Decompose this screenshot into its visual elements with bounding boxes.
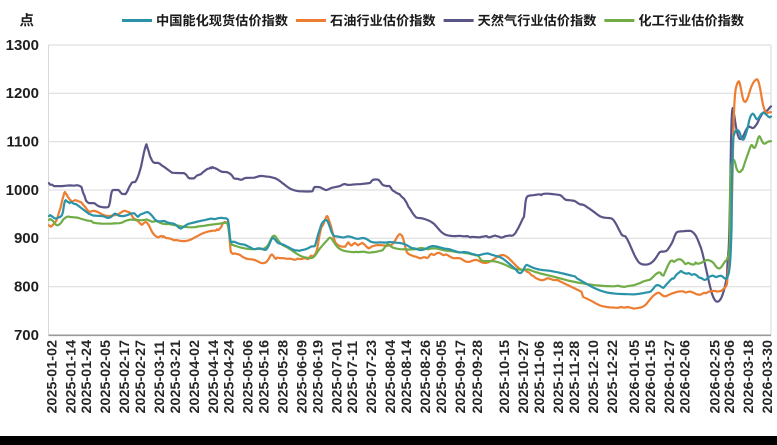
svg-text:2025-02-17: 2025-02-17 (117, 340, 133, 414)
svg-text:2025-08-26: 2025-08-26 (418, 340, 434, 414)
svg-text:2025-05-06: 2025-05-06 (241, 340, 257, 414)
svg-text:2025-08-14: 2025-08-14 (399, 340, 415, 414)
svg-text:2025-01-24: 2025-01-24 (79, 340, 95, 414)
svg-text:2026-03-30: 2026-03-30 (760, 340, 776, 414)
svg-text:2025-06-19: 2025-06-19 (310, 340, 326, 414)
svg-text:2026-01-27: 2026-01-27 (662, 340, 678, 414)
svg-text:2025-10-15: 2025-10-15 (497, 340, 513, 414)
svg-text:2026-01-15: 2026-01-15 (643, 340, 659, 414)
svg-text:2025-03-11: 2025-03-11 (152, 341, 168, 414)
svg-text:2025-11-28: 2025-11-28 (567, 341, 583, 414)
svg-text:2025-09-05: 2025-09-05 (434, 340, 450, 414)
svg-text:1100: 1100 (6, 134, 39, 151)
svg-text:2025-12-22: 2025-12-22 (605, 340, 621, 414)
svg-text:2026-02-06: 2026-02-06 (678, 340, 694, 414)
svg-text:1200: 1200 (6, 85, 39, 102)
svg-text:2025-07-01: 2025-07-01 (329, 340, 345, 414)
svg-text:2025-02-05: 2025-02-05 (98, 340, 114, 414)
svg-text:2025-09-28: 2025-09-28 (470, 340, 486, 414)
svg-text:2025-02-27: 2025-02-27 (133, 340, 149, 414)
svg-text:2025-05-16: 2025-05-16 (257, 340, 273, 414)
svg-text:1000: 1000 (6, 182, 39, 199)
svg-text:2026-01-05: 2026-01-05 (627, 340, 643, 414)
svg-text:900: 900 (14, 230, 39, 247)
svg-text:2025-12-10: 2025-12-10 (586, 340, 602, 414)
svg-text:2025-01-14: 2025-01-14 (63, 340, 79, 414)
svg-text:2026-02-25: 2026-02-25 (708, 340, 724, 414)
svg-text:2025-01-02: 2025-01-02 (44, 340, 60, 414)
svg-text:2025-05-28: 2025-05-28 (276, 340, 292, 414)
svg-text:2025-09-17: 2025-09-17 (453, 340, 469, 414)
svg-text:2026-03-06: 2026-03-06 (722, 340, 738, 414)
svg-text:1300: 1300 (6, 37, 39, 54)
svg-text:2025-07-11: 2025-07-11 (345, 341, 361, 414)
svg-text:2025-03-21: 2025-03-21 (168, 340, 184, 414)
svg-text:2025-11-06: 2025-11-06 (532, 341, 548, 414)
svg-text:2025-06-09: 2025-06-09 (295, 340, 311, 414)
svg-text:2026-03-18: 2026-03-18 (741, 340, 757, 414)
svg-text:2025-11-18: 2025-11-18 (551, 341, 567, 414)
svg-text:2025-04-14: 2025-04-14 (206, 340, 222, 414)
svg-text:700: 700 (14, 327, 39, 344)
svg-text:2025-04-24: 2025-04-24 (222, 340, 238, 414)
svg-text:800: 800 (14, 279, 39, 296)
svg-text:2025-07-23: 2025-07-23 (364, 340, 380, 414)
svg-text:2025-10-27: 2025-10-27 (516, 340, 532, 414)
svg-text:2025-04-02: 2025-04-02 (187, 340, 203, 414)
svg-text:2025-08-04: 2025-08-04 (383, 340, 399, 414)
